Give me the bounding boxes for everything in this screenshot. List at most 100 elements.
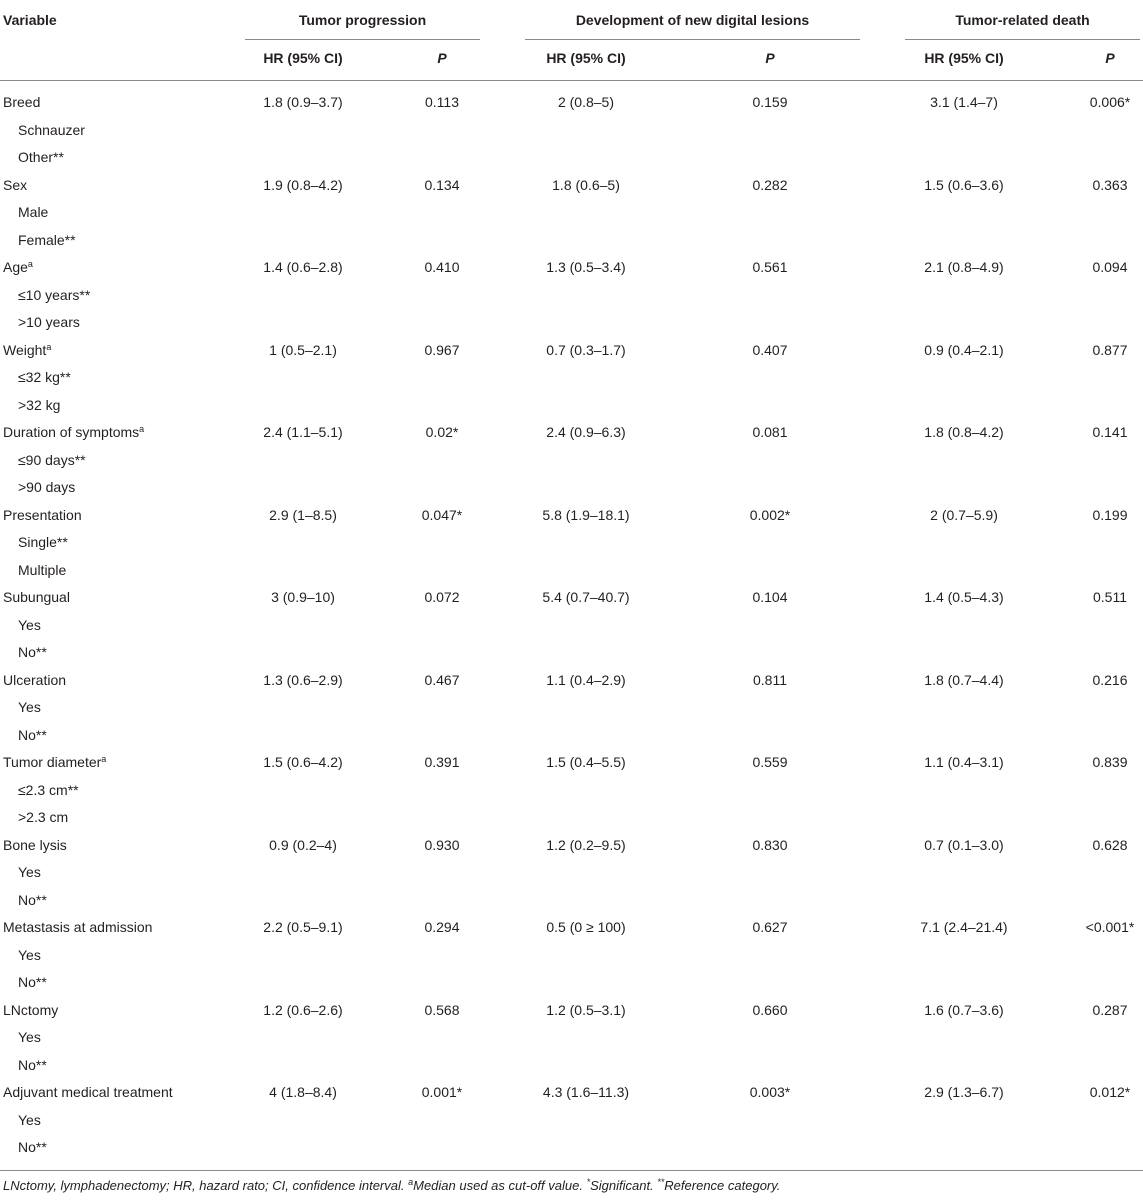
category-label: Male xyxy=(18,204,49,220)
tumor-progression-hr-cell: 1.5 (0.6–4.2) xyxy=(263,754,343,770)
table-row: Agea 1.4 (0.6–2.8) 0.410 1.3 (0.5–3.4) 0.561… xyxy=(0,254,1143,282)
variable-label: Presentation xyxy=(3,502,82,530)
category-label: Female** xyxy=(18,231,76,248)
tumor-progression-p-cell: 0.294 xyxy=(424,919,460,935)
table-row: LNctomy 1.2 (0.6–2.6) 0.568 1.2 (0.5–3.1) 0.… xyxy=(0,997,1143,1025)
death-hr-cell: 1.8 (0.7–4.4) xyxy=(924,671,1004,688)
table-subrow: ≤2.3 cm** xyxy=(0,777,1143,805)
new-lesions-p-cell: 0.561 xyxy=(752,259,788,275)
table-subrow: Schnauzer xyxy=(0,117,1143,145)
new-lesions-hr-cell: 1.2 (0.2–9.5) xyxy=(546,836,626,853)
variable-label: Bone lysis xyxy=(3,832,67,860)
tumor-progression-p-cell: 0.072 xyxy=(424,589,460,605)
new-lesions-hr-cell: 1.3 (0.5–3.4) xyxy=(546,259,626,275)
variable-name: Metastasis at admission xyxy=(3,919,153,935)
group-rule xyxy=(525,39,860,40)
death-hr-cell: 1.6 (0.7–3.6) xyxy=(924,1001,1004,1018)
death-hr-cell: 1.4 (0.5–4.3) xyxy=(924,589,1004,605)
new-lesions-hr-cell: 4.3 (1.6–11.3) xyxy=(542,1084,630,1100)
table-row: Adjuvant medical treatment 4 (1.8–8.4) 0.0… xyxy=(0,1079,1143,1107)
table-row: Weighta 1 (0.5–2.1) 0.967 0.7 (0.3–1.7) 0.40… xyxy=(0,337,1143,365)
footnote-abbreviations: LNctomy, lymphadenectomy; HR, hazard rat… xyxy=(3,1178,409,1193)
category-label: Multiple xyxy=(18,561,67,578)
new-lesions-p-cell: 0.811 xyxy=(753,671,787,688)
table-subrow: Multiple xyxy=(0,557,1143,585)
table-subrow: Other** xyxy=(0,144,1143,172)
tumor-progression-hr-cell: 1.4 (0.6–2.8) xyxy=(263,259,343,275)
column-header-hr: HR (95% CI) xyxy=(263,50,343,66)
new-lesions-p-cell: 0.282 xyxy=(752,176,788,193)
new-lesions-p-cell: 0.627 xyxy=(752,919,788,935)
new-lesions-p-cell: 0.660 xyxy=(752,1001,788,1018)
header-group-new-digital-lesions: Development of new digital lesions xyxy=(575,12,810,28)
column-header-hr: HR (95% CI) xyxy=(924,50,1004,66)
header-variable: Variable xyxy=(3,12,57,28)
new-lesions-p-cell: 0.081 xyxy=(752,424,788,440)
table-subrow: ≤10 years** xyxy=(0,282,1143,310)
header-bottom-rule xyxy=(0,80,1143,81)
new-lesions-hr-cell: 5.8 (1.9–18.1) xyxy=(542,506,630,523)
death-hr-cell: 3.1 (1.4–7) xyxy=(930,94,998,110)
footnote-mark-significant: * xyxy=(586,1177,591,1187)
category-label: >2.3 cm xyxy=(18,809,69,825)
group-rule xyxy=(245,39,480,40)
table-subrow: Yes xyxy=(0,694,1143,722)
tumor-progression-hr-cell: 1.9 (0.8–4.2) xyxy=(263,176,343,193)
death-hr-cell: 1.8 (0.8–4.2) xyxy=(924,424,1004,440)
death-hr-cell: 2.1 (0.8–4.9) xyxy=(924,259,1004,275)
table-subrow: No** xyxy=(0,639,1143,667)
footnote-significant: Significant. xyxy=(590,1178,658,1193)
tumor-progression-p-cell: 0.134 xyxy=(424,176,460,193)
header-group-tumor-progression: Tumor progression xyxy=(298,12,427,28)
new-lesions-hr-cell: 2 (0.8–5) xyxy=(557,94,615,110)
table-row: Subungual 3 (0.9–10) 0.072 5.4 (0.7–40.7) 0.… xyxy=(0,584,1143,612)
tumor-progression-hr-cell: 2.4 (1.1–5.1) xyxy=(263,424,343,440)
category-label: No** xyxy=(18,1056,47,1073)
death-p-cell: 0.199 xyxy=(1092,506,1128,523)
variable-superscript: a xyxy=(46,341,52,352)
death-hr-cell: 2 (0.7–5.9) xyxy=(930,506,998,523)
column-header-p: P xyxy=(765,50,775,66)
header-row-columns: HR (95% CI) P HR (95% CI) P HR (95% CI) … xyxy=(0,45,1143,73)
tumor-progression-p-cell: 0.967 xyxy=(424,341,460,358)
death-p-cell: 0.877 xyxy=(1092,341,1128,358)
variable-label: Weighta xyxy=(3,337,51,365)
table-subrow: Male xyxy=(0,199,1143,227)
new-lesions-hr-cell: 1.1 (0.4–2.9) xyxy=(546,671,626,688)
variable-label: Tumor diametera xyxy=(3,749,106,777)
variable-name: Duration of symptoms xyxy=(3,424,140,440)
tumor-progression-hr-cell: 1.3 (0.6–2.9) xyxy=(263,671,343,688)
table-subrow: Yes xyxy=(0,942,1143,970)
table-bottom-rule xyxy=(0,1170,1143,1171)
new-lesions-hr-cell: 0.7 (0.3–1.7) xyxy=(546,341,626,358)
table-subrow: ≤90 days** xyxy=(0,447,1143,475)
group-rule xyxy=(905,39,1140,40)
category-label: Yes xyxy=(18,1111,41,1128)
death-p-cell: 0.511 xyxy=(1093,589,1127,605)
variable-name: Sex xyxy=(3,176,28,193)
variable-label: Adjuvant medical treatment xyxy=(3,1079,173,1107)
category-label: No** xyxy=(18,1139,47,1155)
new-lesions-p-cell: 0.559 xyxy=(752,754,788,770)
table-subrow: No** xyxy=(0,722,1143,750)
table-subrow: Female** xyxy=(0,227,1143,255)
table-subrow: No** xyxy=(0,1134,1143,1162)
new-lesions-p-cell: 0.104 xyxy=(752,589,788,605)
variable-label: Breed xyxy=(3,89,40,117)
variable-name: Presentation xyxy=(3,506,82,523)
category-label: Single** xyxy=(18,534,68,550)
variable-name: Age xyxy=(3,259,28,275)
variable-name: Breed xyxy=(3,94,41,110)
death-p-cell: 0.141 xyxy=(1092,424,1128,440)
variable-name: Adjuvant medical treatment xyxy=(3,1084,173,1100)
variable-name: Subungual xyxy=(3,589,70,605)
tumor-progression-hr-cell: 1.2 (0.6–2.6) xyxy=(263,1001,343,1018)
category-label: No** xyxy=(18,726,47,743)
variable-label: Metastasis at admission xyxy=(3,914,152,942)
table-row: Duration of symptomsa 2.4 (1.1–5.1) 0.02* 2… xyxy=(0,419,1143,447)
category-label: >10 years xyxy=(18,314,80,330)
category-label: Yes xyxy=(18,1029,41,1045)
variable-superscript: a xyxy=(27,259,33,269)
death-hr-cell: 0.7 (0.1–3.0) xyxy=(924,836,1004,853)
